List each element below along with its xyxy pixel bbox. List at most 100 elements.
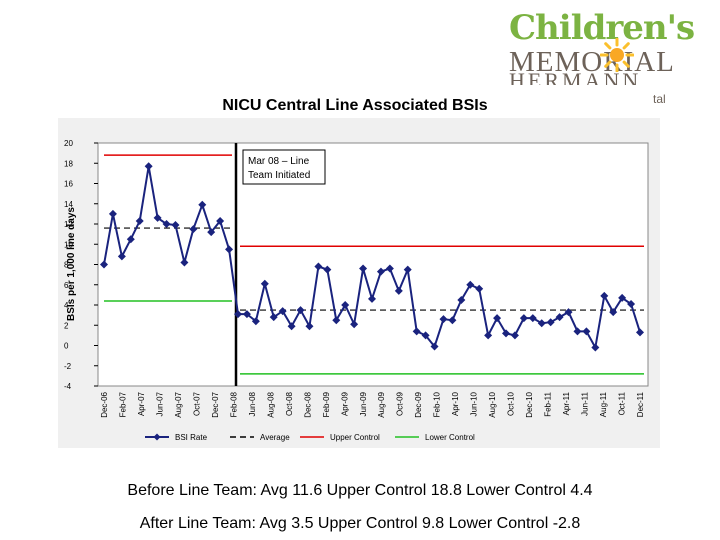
bsi-rate-point [421,331,430,340]
bsi-rate-point [448,316,457,325]
before-summary: Before Line Team: Avg 11.6 Upper Control… [127,482,593,499]
legend-label: Average [260,433,290,442]
y-tick-label: 16 [64,180,73,189]
after-summary: After Line Team: Avg 3.5 Upper Control 9… [139,515,581,532]
hospital-logo: Children's MEMORIAL HERMANN tal [505,8,715,108]
x-tick-label: Apr-09 [340,391,349,416]
logo-text-tail: tal [653,92,666,106]
x-tick-label: Oct-11 [618,391,627,415]
bsi-rate-point [385,264,394,273]
y-tick-label: 18 [64,159,73,168]
bsi-rate-point [278,307,287,316]
bsi-rate-point [484,331,493,340]
chart-legend: BSI Rate Average Upper Control Lower Contro… [145,433,475,442]
x-tick-label: Aug-09 [377,391,386,417]
bsi-rate-point [100,260,108,269]
bsi-rate-point [618,293,627,302]
bsi-rate-point [269,313,278,322]
x-tick-label: Feb-08 [229,391,238,417]
bsi-rate-point [528,314,537,323]
x-tick-label: Jun-10 [470,391,479,416]
plot-area [97,142,649,387]
sun-icon [600,38,634,72]
legend-label: BSI Rate [175,433,208,442]
bsi-rate-point [207,228,216,237]
x-tick-label: Oct-07 [192,391,201,416]
annotation-text-line-2: Team Initiated [248,170,310,181]
x-tick-label: Dec-09 [414,391,423,417]
bsi-rate-point [502,329,510,338]
bsi-rate-point [198,200,207,209]
x-tick-label: Dec-06 [100,391,109,417]
legend-label: Upper Control [330,433,380,442]
bsi-rate-point [225,245,234,254]
bsi-rate-point [564,308,573,317]
y-tick-label: 20 [64,139,73,148]
x-tick-label: Feb-09 [322,391,331,417]
x-tick-label: Aug-07 [174,391,183,417]
y-tick-label: 8 [64,261,69,270]
y-axis-label: BSIs per 1,000 line days [66,207,77,321]
logo-text-childrens: Children's [509,8,695,48]
y-tick-label: 4 [64,301,69,310]
chart-title: NICU Central Line Associated BSIs [222,97,487,114]
bsi-rate-point [260,279,269,288]
x-tick-label: Apr-10 [451,391,460,416]
logo-text-memorial: MEMORIAL [509,46,675,78]
bsi-rate-point [582,327,591,336]
x-tick-label: Jun-08 [248,391,257,416]
x-tick-label: Feb-11 [544,391,553,416]
bsi-rate-point [573,327,582,336]
bsi-rate-point [368,294,376,303]
logo-text-hermann: HERMANN [509,68,642,85]
annotation: Mar 08 – Line Team Initiated [242,149,326,185]
y-tick-label: 6 [64,281,69,290]
bsi-line-chart: NICU Central Line Associated BSIs BSIs p… [58,97,660,448]
bsi-rate-point [466,280,475,289]
bsi-rate-point [403,265,412,274]
x-tick-label: Apr-07 [137,391,146,416]
x-tick-label: Oct-08 [285,391,294,416]
bsi-rate-point [430,342,439,351]
x-tick-label: Feb-07 [118,391,127,417]
bsi-rate-point [394,286,403,295]
bsi-rate-point [627,299,636,308]
x-tick-label: Apr-11 [562,391,571,415]
y-tick-label: 12 [64,220,73,229]
bsi-rate-point [242,310,251,319]
bsi-rate-point [376,267,385,276]
y-tick-label: 0 [64,342,69,351]
bsi-rate-point [305,322,314,331]
bsi-rate-point [555,313,564,322]
x-tick-label: Feb-10 [433,391,442,417]
bsi-rate-point [412,327,421,336]
bsi-rate-point [144,162,153,171]
y-tick-label: -2 [64,362,72,371]
annotation-text-line-1: Mar 08 – Line [248,156,310,167]
bsi-rate-point [180,258,189,267]
bsi-rate-point [296,306,305,315]
legend-label: Lower Control [425,433,475,442]
bsi-rate-point [510,331,519,340]
bsi-rate-point [341,301,350,309]
x-tick-label: Jun-09 [359,391,368,416]
bsi-rate-point [189,225,198,234]
x-tick-label: Oct-09 [396,391,405,416]
bsi-rate-point [457,295,466,304]
x-tick-label: Aug-10 [488,391,497,417]
bsi-rate-point [117,252,126,261]
bsi-rate-point [287,322,296,331]
legend-marker [153,433,161,441]
bsi-rate-point [323,265,332,274]
bsi-rate-point [359,264,368,273]
bsi-rate-point [519,314,528,323]
bsi-rate-point [162,220,171,228]
y-tick-label: 2 [64,321,69,330]
bsi-rate-point [591,343,600,352]
bsi-rate-point [332,316,341,325]
x-tick-label: Aug-11 [599,391,608,417]
x-tick-label: Dec-10 [525,391,534,417]
x-tick-label: Aug-08 [266,391,275,417]
bsi-rate-point [108,209,117,218]
x-tick-label: Dec-11 [636,391,645,417]
